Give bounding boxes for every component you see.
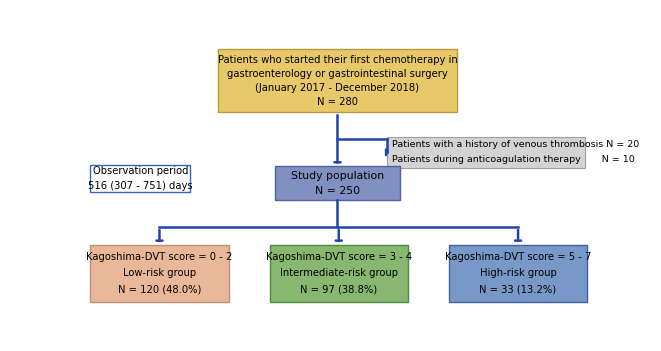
Text: Study population: Study population — [291, 171, 384, 181]
FancyBboxPatch shape — [275, 166, 401, 200]
Text: Kagoshima-DVT score = 0 - 2: Kagoshima-DVT score = 0 - 2 — [87, 252, 233, 262]
FancyBboxPatch shape — [91, 245, 229, 302]
Text: N = 33 (13.2%): N = 33 (13.2%) — [479, 284, 557, 294]
Text: N = 280: N = 280 — [317, 97, 358, 107]
FancyBboxPatch shape — [387, 137, 584, 168]
Text: N = 120 (48.0%): N = 120 (48.0%) — [118, 284, 201, 294]
Text: Kagoshima-DVT score = 3 - 4: Kagoshima-DVT score = 3 - 4 — [266, 252, 412, 262]
Text: N = 97 (38.8%): N = 97 (38.8%) — [300, 284, 377, 294]
Text: (January 2017 - December 2018): (January 2017 - December 2018) — [256, 82, 420, 93]
Text: Low-risk group: Low-risk group — [123, 268, 196, 278]
Text: 516 (307 - 751) days: 516 (307 - 751) days — [88, 181, 192, 191]
FancyBboxPatch shape — [270, 245, 408, 302]
Text: Patients with a history of venous thrombosis N = 20: Patients with a history of venous thromb… — [391, 140, 639, 149]
Text: Patients who started their first chemotherapy in: Patients who started their first chemoth… — [217, 54, 457, 65]
Text: Patients during anticoagulation therapy       N = 10: Patients during anticoagulation therapy … — [391, 155, 635, 164]
Text: Kagoshima-DVT score = 5 - 7: Kagoshima-DVT score = 5 - 7 — [445, 252, 591, 262]
FancyBboxPatch shape — [449, 245, 587, 302]
Text: gastroenterology or gastrointestinal surgery: gastroenterology or gastrointestinal sur… — [227, 68, 448, 79]
Text: Observation period: Observation period — [93, 166, 188, 176]
FancyBboxPatch shape — [218, 49, 457, 112]
Text: Intermediate-risk group: Intermediate-risk group — [280, 268, 398, 278]
Text: N = 250: N = 250 — [315, 186, 360, 196]
Text: High-risk group: High-risk group — [480, 268, 557, 278]
FancyBboxPatch shape — [91, 165, 190, 192]
